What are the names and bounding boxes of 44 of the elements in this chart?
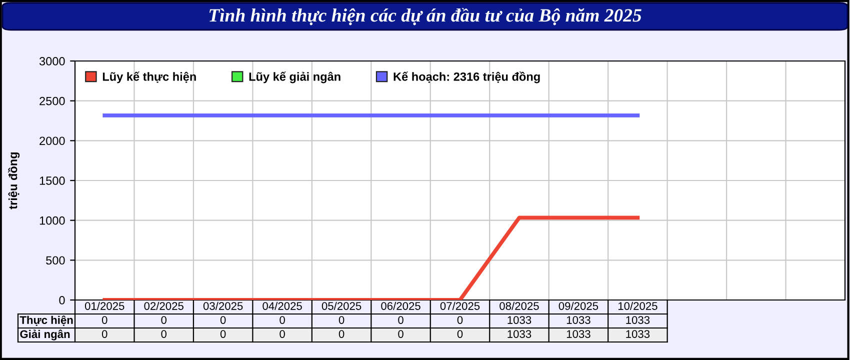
x-tick-label: 05/2025 bbox=[322, 302, 362, 310]
text: 0 bbox=[280, 330, 285, 338]
x-tick-label: 01/2025 bbox=[84, 302, 124, 310]
x-tick-label: 07/2025 bbox=[440, 302, 480, 310]
legend-label: Lũy kế giải ngân bbox=[249, 72, 340, 84]
text: 0 bbox=[338, 330, 344, 338]
y-tick-label: 3000 bbox=[39, 57, 65, 66]
data-label: 0 bbox=[338, 316, 344, 324]
legend-label: Kế hoạch: 2316 triệu đồng bbox=[394, 72, 540, 84]
y-tick-label: 2000 bbox=[40, 136, 65, 146]
x-tick-label: 04/2025 bbox=[262, 302, 302, 310]
text: Thực hiện bbox=[20, 316, 73, 326]
data-label: 1033 bbox=[626, 316, 650, 324]
text: 0 bbox=[161, 330, 166, 338]
x-tick-label: 10/2025 bbox=[618, 302, 658, 310]
text: 1033 bbox=[626, 330, 650, 338]
data-label: 0 bbox=[161, 316, 166, 324]
data-label: 0 bbox=[280, 316, 285, 324]
text: 1033 bbox=[508, 330, 532, 338]
data-label: 0 bbox=[398, 316, 404, 324]
text: Giải ngân bbox=[20, 330, 70, 340]
x-tick-label: 06/2025 bbox=[381, 302, 420, 310]
x-tick-label: 02/2025 bbox=[144, 302, 184, 310]
data-label: 0 bbox=[220, 316, 226, 324]
text: 0 bbox=[220, 330, 226, 338]
x-tick-label: 08/2025 bbox=[500, 302, 539, 310]
legend-label: Lũy kế thực hiện bbox=[102, 72, 196, 84]
y-tick-label: 500 bbox=[46, 256, 65, 265]
x-tick-label: 03/2025 bbox=[203, 302, 243, 310]
x-tick-label: 09/2025 bbox=[558, 302, 598, 310]
y-tick-label: 1500 bbox=[40, 176, 65, 185]
y-tick-label: 1000 bbox=[40, 216, 65, 225]
text: 1033 bbox=[566, 330, 590, 338]
text: 0 bbox=[457, 330, 463, 338]
y-axis-title: triệu đồng bbox=[8, 152, 20, 210]
data-label: 1033 bbox=[508, 316, 532, 324]
text: 0 bbox=[102, 330, 108, 338]
data-label: 0 bbox=[102, 316, 108, 324]
data-label: 1033 bbox=[566, 316, 590, 324]
chart-title: Tình hình thực hiện các dự án đầu tư của Bộ năm 2025 bbox=[209, 8, 642, 26]
data-label: 0 bbox=[457, 316, 463, 324]
y-tick-label: 0 bbox=[59, 296, 65, 304]
y-tick-label: 2500 bbox=[40, 96, 65, 106]
text: 0 bbox=[398, 330, 404, 338]
